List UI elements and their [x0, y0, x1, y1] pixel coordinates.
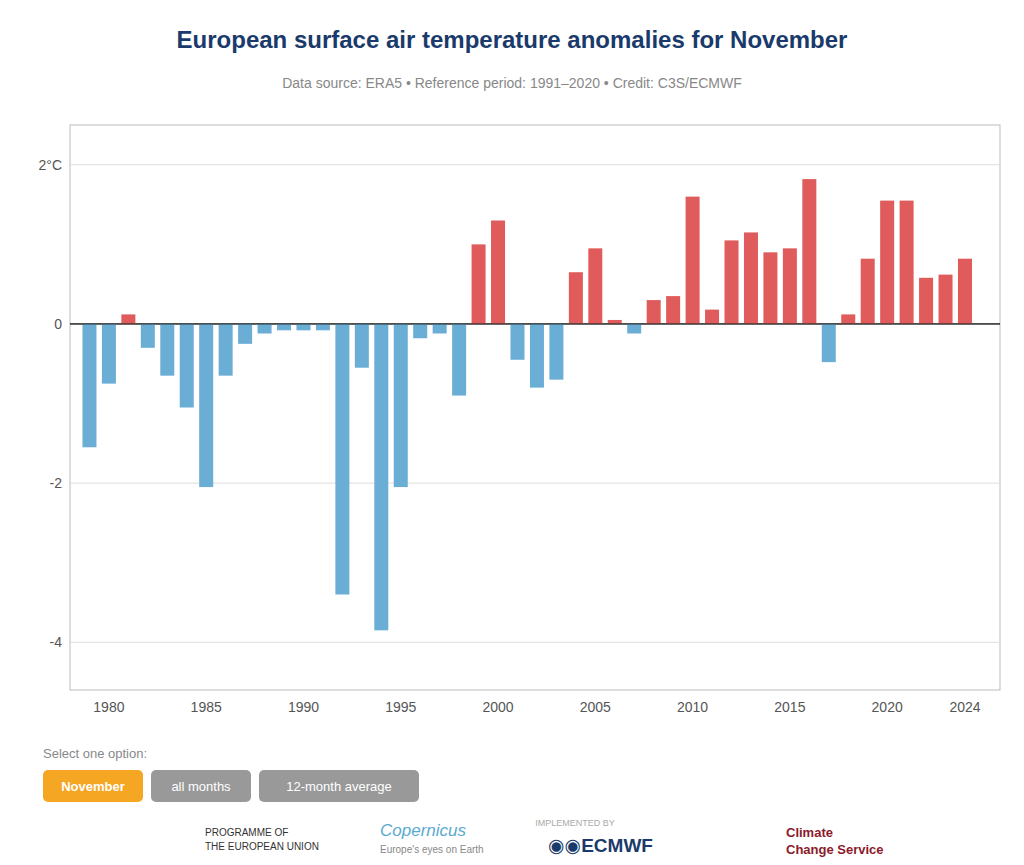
bar — [783, 248, 797, 324]
x-tick-label: 2005 — [580, 699, 611, 715]
bar — [452, 324, 466, 396]
zero-line — [70, 323, 1000, 324]
y-tick-label: 2°C — [39, 157, 63, 173]
x-tick-label: 2010 — [677, 699, 708, 715]
bar — [530, 324, 544, 388]
footer-text: THE EUROPEAN UNION — [205, 841, 319, 852]
bar — [627, 324, 641, 334]
bar — [744, 232, 758, 324]
bar — [939, 275, 953, 324]
x-tick-label: 2020 — [872, 699, 903, 715]
bar — [277, 324, 291, 330]
bar — [433, 324, 447, 334]
button — [43, 770, 143, 802]
bar — [841, 314, 855, 324]
bar — [82, 324, 96, 447]
bar — [900, 201, 914, 324]
bar — [569, 272, 583, 324]
bar — [316, 324, 330, 330]
subtitle: Data source: ERA5 • Reference period: 19… — [282, 75, 742, 91]
select-text: Select one option: — [43, 746, 147, 761]
bar — [958, 259, 972, 324]
bar — [374, 324, 388, 630]
bar — [258, 324, 272, 334]
bar — [919, 278, 933, 324]
bar — [861, 259, 875, 324]
bar — [296, 324, 310, 330]
bar — [238, 324, 252, 344]
chart: European surface air temperature anomali… — [0, 0, 1024, 865]
y-tick-label: 0 — [54, 316, 62, 332]
bar — [199, 324, 213, 487]
button-label: 12-month average — [286, 779, 392, 794]
bar — [394, 324, 408, 487]
bar — [802, 179, 816, 324]
button-label: November — [61, 779, 125, 794]
bar — [141, 324, 155, 348]
grid-line — [70, 164, 1000, 165]
bar — [588, 248, 602, 324]
x-tick-label: 1980 — [93, 699, 124, 715]
bar — [686, 197, 700, 324]
bar — [335, 324, 349, 595]
bar — [121, 314, 135, 324]
x-tick-label: 1990 — [288, 699, 319, 715]
bar — [102, 324, 116, 384]
bar — [510, 324, 524, 360]
bar — [763, 252, 777, 324]
bar — [160, 324, 174, 376]
x-tick-label: 1995 — [385, 699, 416, 715]
plot-frame — [70, 125, 1000, 690]
x-tick-label: 1985 — [191, 699, 222, 715]
footer-text: IMPLEMENTED BY — [535, 818, 615, 828]
bar — [880, 201, 894, 324]
button-label: all months — [171, 779, 231, 794]
button — [259, 770, 419, 802]
bar — [822, 324, 836, 362]
button — [151, 770, 251, 802]
bar — [647, 300, 661, 324]
bar — [705, 310, 719, 324]
y-tick-label: -2 — [50, 475, 63, 491]
bars — [82, 179, 972, 630]
x-tick-label: 2015 — [774, 699, 805, 715]
grid-line — [70, 642, 1000, 643]
bar — [491, 220, 505, 323]
title: European surface air temperature anomali… — [177, 26, 848, 53]
bar — [666, 296, 680, 324]
bar — [355, 324, 369, 368]
bar — [219, 324, 233, 376]
footer-text: ◉◉ECMWF — [548, 835, 653, 856]
footer-text: Climate — [786, 825, 833, 840]
footer-text: Europe's eyes on Earth — [380, 844, 484, 855]
x-tick-label: 2024 — [949, 699, 980, 715]
footer-text: Copernicus — [380, 821, 466, 840]
x-tick-label: 2000 — [482, 699, 513, 715]
bar — [413, 324, 427, 338]
y-tick-label: -4 — [50, 634, 63, 650]
footer-text: Change Service — [786, 842, 884, 857]
bar — [725, 240, 739, 324]
bar — [608, 320, 622, 324]
bar — [472, 244, 486, 324]
bar — [549, 324, 563, 380]
zero-line — [70, 323, 1000, 324]
footer-text: PROGRAMME OF — [205, 827, 288, 838]
bar — [180, 324, 194, 408]
y-grid — [70, 165, 1000, 642]
